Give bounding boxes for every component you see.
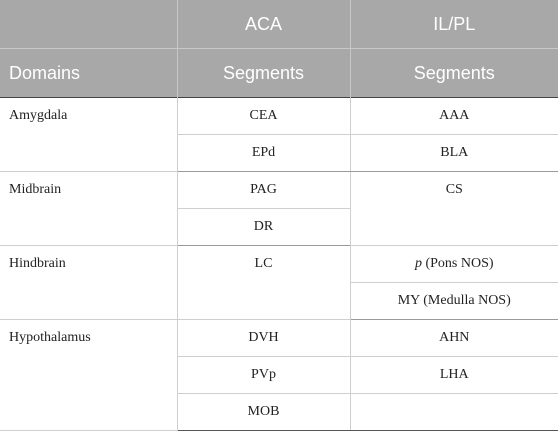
table-row: PVp LHA bbox=[0, 356, 558, 394]
table-row: Hypothalamus DVH AHN bbox=[0, 319, 558, 431]
domain-amygdala: Amygdala bbox=[0, 97, 177, 172]
domain-hypothalamus: Hypothalamus bbox=[0, 319, 177, 431]
il-pl-segment: MY (Medulla NOS) bbox=[349, 282, 558, 320]
il-pl-segment: CS bbox=[349, 171, 558, 246]
il-pl-segment: AAA bbox=[349, 97, 558, 135]
header-aca-segments: Segments bbox=[176, 48, 350, 98]
header-domains: Domains bbox=[0, 48, 177, 98]
header-il-pl: IL/PL bbox=[349, 0, 558, 49]
il-pl-segment: AHN bbox=[349, 319, 558, 357]
header-empty-cell bbox=[0, 0, 177, 49]
aca-segment: PVp bbox=[176, 356, 350, 394]
pons-symbol: p bbox=[414, 256, 422, 271]
aca-segment: DVH bbox=[176, 319, 350, 357]
header-row-bottom: Domains Segments Segments bbox=[0, 48, 558, 98]
aca-segment: CEA bbox=[176, 97, 350, 135]
aca-segment: MOB bbox=[176, 393, 350, 431]
aca-segment: LC bbox=[176, 245, 350, 320]
il-pl-segment-pons: p (Pons NOS) bbox=[349, 245, 558, 283]
header-aca: ACA bbox=[176, 0, 350, 49]
aca-segment: DR bbox=[176, 208, 350, 246]
table-row: Hindbrain LC p (Pons NOS) bbox=[0, 245, 558, 320]
domain-hindbrain: Hindbrain bbox=[0, 245, 177, 320]
table-row: EPd BLA bbox=[0, 134, 558, 172]
table-row: DR bbox=[0, 208, 558, 246]
table-row: Amygdala CEA AAA bbox=[0, 97, 558, 172]
aca-segment: EPd bbox=[176, 134, 350, 172]
il-pl-segment: BLA bbox=[349, 134, 558, 172]
header-il-pl-segments: Segments bbox=[349, 48, 558, 98]
pons-label: (Pons NOS) bbox=[421, 256, 494, 271]
aca-segment: PAG bbox=[176, 171, 350, 209]
il-pl-segment: LHA bbox=[349, 356, 558, 394]
il-pl-segment-empty bbox=[349, 393, 558, 431]
domains-segments-table: ACA IL/PL Domains Segments Segments Amyg… bbox=[0, 0, 558, 431]
table-row: MY (Medulla NOS) bbox=[0, 282, 558, 320]
table-row: MOB bbox=[0, 393, 558, 431]
domain-midbrain: Midbrain bbox=[0, 171, 177, 246]
header-row-top: ACA IL/PL bbox=[0, 0, 558, 49]
table-row: Midbrain PAG CS bbox=[0, 171, 558, 246]
